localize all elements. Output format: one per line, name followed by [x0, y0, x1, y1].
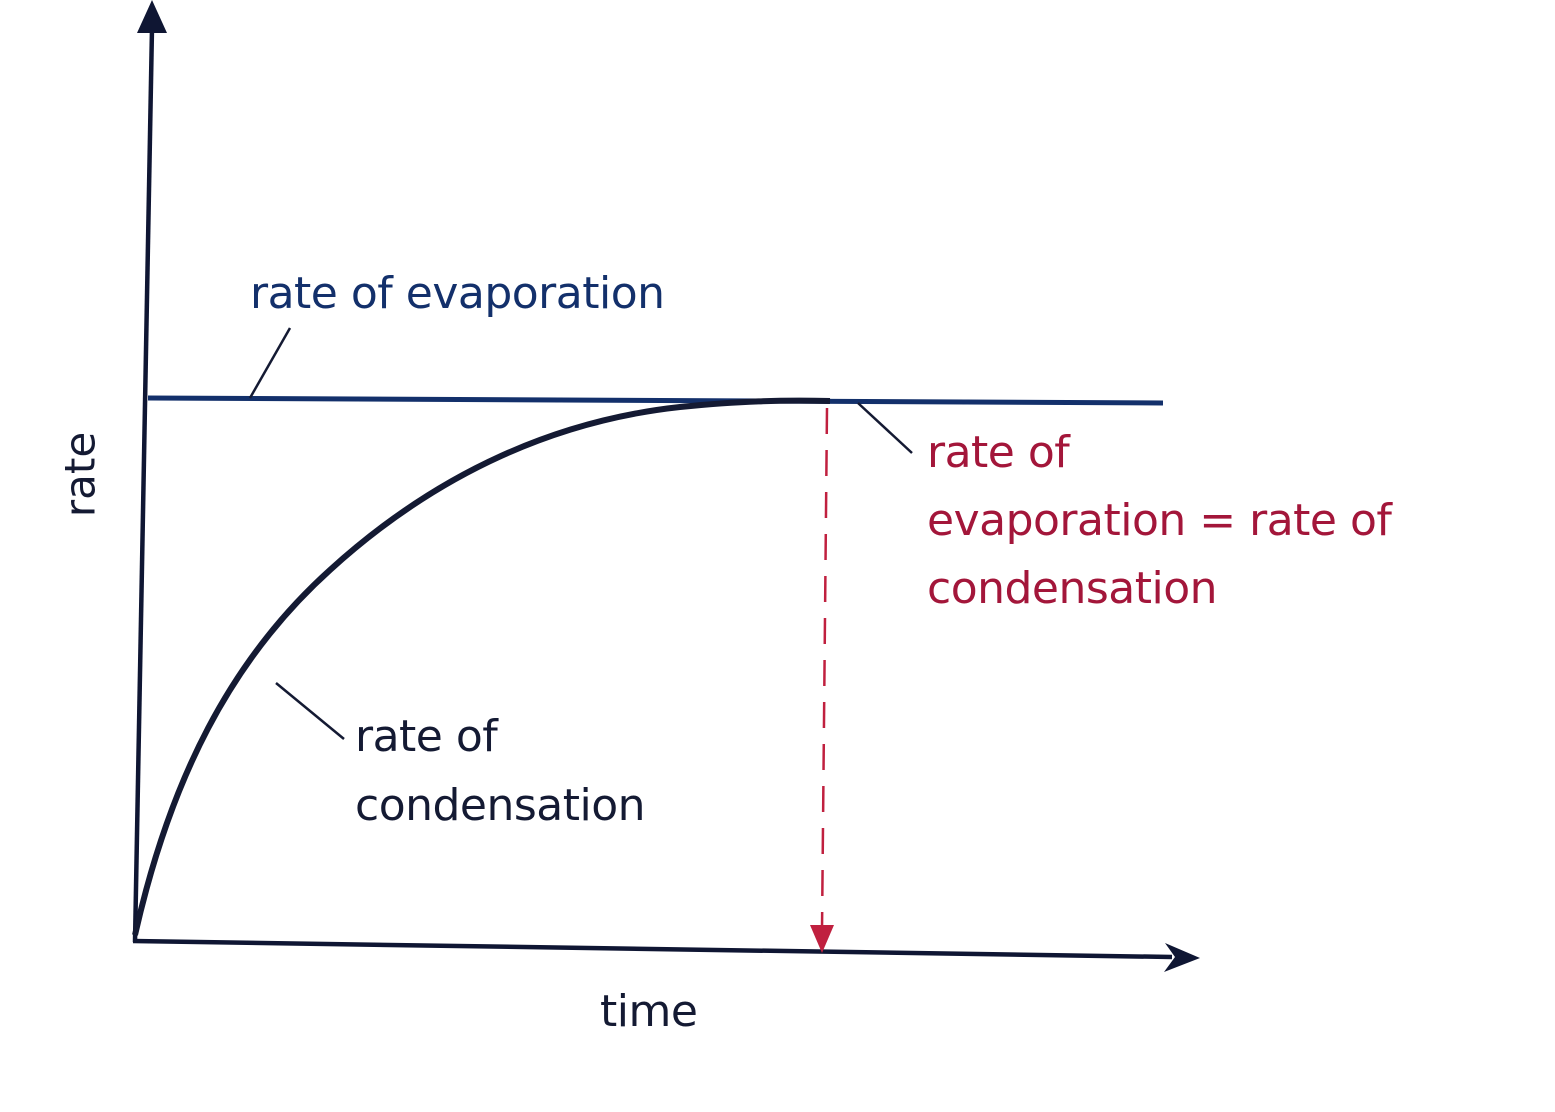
down-arrow-icon: [810, 925, 834, 953]
y-axis-arrow-icon: [137, 0, 167, 33]
equilibrium-label-line2: evaporation = rate of: [927, 495, 1392, 546]
equilibrium-marker: [810, 407, 834, 953]
evaporation-leader: [248, 327, 292, 399]
y-axis: [132, 0, 167, 943]
x-axis-arrow-icon: [1164, 943, 1200, 972]
condensation-label-line1: rate of: [355, 711, 498, 762]
equilibrium-leader: [857, 402, 913, 454]
x-axis: [132, 938, 1200, 972]
equilibrium-label-line1: rate of: [927, 427, 1070, 478]
x-axis-label: time: [600, 986, 698, 1037]
condensation-label-line2: condensation: [355, 780, 646, 831]
equilibrium-label-line3: condensation: [927, 563, 1218, 614]
evaporation-label: rate of evaporation: [250, 268, 665, 319]
condensation-curve: [132, 397, 831, 936]
evaporation-line: [147, 395, 1164, 406]
condensation-leader: [275, 682, 345, 740]
y-axis-label: rate: [55, 431, 105, 518]
